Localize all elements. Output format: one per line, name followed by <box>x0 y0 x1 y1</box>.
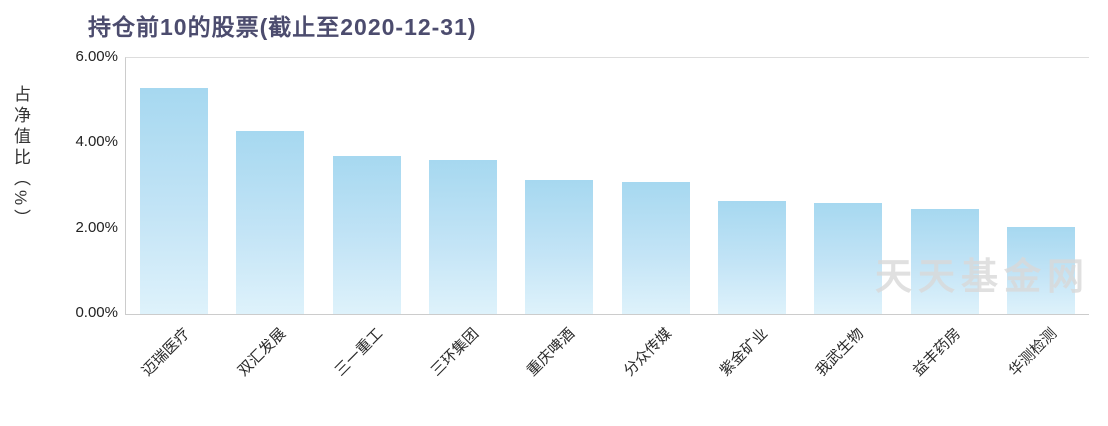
bars-row <box>126 58 1089 314</box>
bar-slot <box>800 58 896 314</box>
bar[interactable] <box>140 87 209 314</box>
x-axis-label: 重庆啤酒 <box>524 325 579 380</box>
y-axis-tick: 2.00% <box>75 218 118 236</box>
bar[interactable] <box>814 203 883 314</box>
bar-slot <box>704 58 800 314</box>
bar[interactable] <box>910 209 979 314</box>
bar[interactable] <box>1006 226 1075 314</box>
bar[interactable] <box>332 156 401 314</box>
bar-slot <box>993 58 1089 314</box>
bar-slot <box>511 58 607 314</box>
x-axis-label: 三环集团 <box>427 325 483 380</box>
bar[interactable] <box>236 130 305 314</box>
y-axis-tick: 6.00% <box>75 48 118 65</box>
x-axis-label: 双汇发展 <box>235 325 290 380</box>
x-axis-label: 我武生物 <box>812 325 868 380</box>
x-axis-label: 分众传媒 <box>620 325 675 380</box>
bar[interactable] <box>525 179 594 314</box>
bar-slot <box>126 58 222 314</box>
bar-slot <box>415 58 511 314</box>
x-axis-label: 紫金矿业 <box>716 325 772 380</box>
x-axis-label: 迈瑞医疗 <box>138 325 194 380</box>
y-axis-ticks: 6.00% 4.00% 2.00% 0.00% <box>0 48 118 321</box>
bar-slot <box>222 58 318 314</box>
bar-slot <box>607 58 703 314</box>
x-axis-label: 三一重工 <box>331 325 386 380</box>
plot-area <box>125 57 1089 315</box>
bar[interactable] <box>717 200 786 314</box>
x-axis-label: 益丰药房 <box>909 325 964 380</box>
bar[interactable] <box>429 160 498 314</box>
bar-slot <box>319 58 415 314</box>
x-axis-label: 华测检测 <box>1005 325 1061 380</box>
y-axis-tick: 4.00% <box>75 133 118 151</box>
bar[interactable] <box>621 181 690 314</box>
y-axis-title: 占净值比（%） <box>11 85 30 231</box>
chart-title: 持仓前10的股票(截止至2020-12-31) <box>88 14 477 40</box>
bar-slot <box>896 58 992 314</box>
y-axis-tick: 0.00% <box>75 304 118 321</box>
x-axis-labels: 迈瑞医疗 双汇发展 三一重工 三环集团 重庆啤酒 分众传媒 紫金矿业 我武生物 益丰药房 华测检测 <box>125 313 1088 426</box>
